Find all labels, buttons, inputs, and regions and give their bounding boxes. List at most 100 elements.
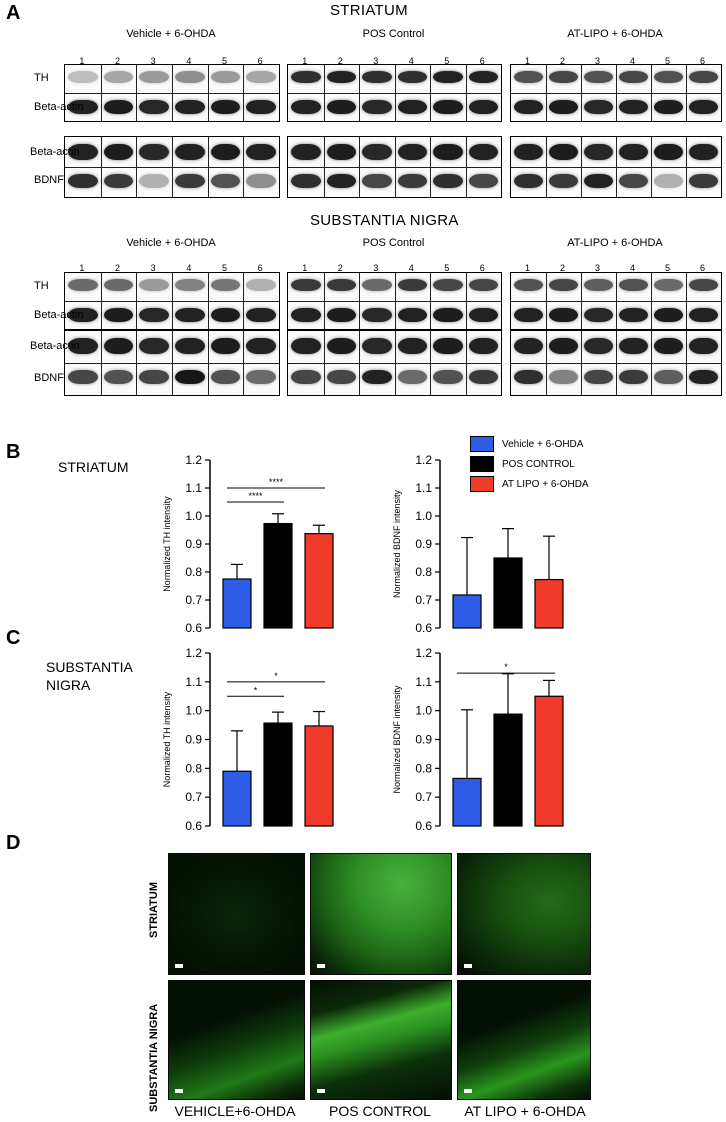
bar [534, 695, 564, 827]
chart-legend: Vehicle + 6-OHDA POS CONTROL AT LIPO + 6… [470, 434, 589, 494]
blot-band [210, 100, 241, 114]
scale-bar [175, 1089, 183, 1093]
blot-band [468, 144, 498, 160]
blot-band [514, 308, 543, 322]
row-divider [511, 301, 721, 302]
y-tick-label: 1.2 [185, 453, 202, 467]
lane-number: 4 [186, 56, 192, 66]
nigra-chart-title: SUBSTANTIA NIGRA [46, 658, 133, 694]
lane-number: 5 [221, 56, 227, 66]
blot-label-bdnf: BDNF [34, 372, 64, 384]
blot-label-th: TH [34, 72, 49, 84]
y-tick-label: 1.2 [415, 453, 432, 467]
blot-band [175, 174, 205, 188]
blot-band [103, 100, 134, 114]
y-axis-label: Normalized TH intensity [162, 691, 172, 787]
blot-band [103, 71, 134, 83]
blot-band [362, 338, 392, 354]
micro-condition-pos-control: POS CONTROL [329, 1103, 431, 1119]
y-tick-label: 0.7 [185, 593, 202, 607]
blot-band [103, 279, 134, 291]
blot-group-title: AT-LIPO + 6-OHDA [567, 237, 663, 249]
blot-band [362, 144, 392, 160]
bar [304, 725, 334, 827]
blot-betaactin-bdnf [287, 136, 502, 198]
blot-band [549, 100, 578, 114]
bar [222, 578, 252, 629]
blot-band [584, 100, 613, 114]
blot-band [619, 71, 648, 83]
blot-band [210, 279, 241, 291]
blot-band [175, 338, 205, 354]
y-tick-label: 0.6 [415, 819, 432, 833]
bar [452, 594, 482, 629]
lane-number: 6 [257, 56, 263, 66]
blot-band [291, 308, 321, 322]
blot-band [291, 370, 321, 384]
blot-band [326, 308, 356, 322]
blot-band [619, 370, 648, 384]
y-tick-label: 1.0 [185, 509, 202, 523]
row-divider [511, 363, 721, 364]
y-tick-label: 1.1 [415, 481, 432, 495]
blot-band [103, 308, 134, 322]
blot-band [397, 338, 427, 354]
lane-number: 1 [302, 56, 308, 66]
blot-band [433, 370, 463, 384]
lane-number: 4 [629, 56, 635, 66]
blot-band [514, 174, 543, 188]
lane-number: 1 [524, 263, 530, 273]
significance-label: **** [248, 491, 263, 501]
micro-row-label-nigra: SUBSTANTIA NIGRA [148, 1003, 160, 1112]
striatum-blot-title: STRIATUM [330, 2, 408, 19]
micro-striatum-vehicle [168, 853, 305, 975]
bar [263, 522, 293, 629]
blot-band [654, 71, 683, 83]
nigra-chart-title-line2: NIGRA [46, 677, 91, 693]
blot-band [689, 100, 718, 114]
blot-band [362, 174, 392, 188]
blot-band [584, 144, 613, 160]
micro-condition-vehicle: VEHICLE+6-OHDA [174, 1103, 296, 1119]
blot-band [689, 144, 718, 160]
blot-band [584, 174, 613, 188]
blot-band [619, 279, 648, 291]
y-tick-label: 1.1 [415, 675, 432, 689]
lane-number: 3 [373, 56, 379, 66]
micro-nigra-at-lipo [457, 980, 591, 1100]
blot-betaactin-bdnf [64, 136, 280, 198]
significance-label: * [274, 671, 278, 681]
lane-number: 3 [594, 263, 600, 273]
blot-band [433, 144, 463, 160]
bar [534, 578, 564, 629]
bar-chart-svg: 0.6 0.7 0.8 0.9 1.0 1.1 1.2 Normalized TH inten… [162, 453, 334, 635]
y-tick-label: 0.9 [185, 537, 202, 551]
lane-number: 3 [150, 263, 156, 273]
blot-band [210, 174, 241, 188]
blot-band [246, 370, 276, 384]
legend-item-vehicle: Vehicle + 6-OHDA [470, 434, 589, 454]
blot-band [549, 174, 578, 188]
lane-number: 2 [337, 56, 343, 66]
blot-band [468, 308, 498, 322]
blot-band [68, 370, 98, 384]
blot-band [326, 100, 356, 114]
blot-band [175, 370, 205, 384]
y-tick-label: 1.1 [185, 675, 202, 689]
blot-band [68, 144, 98, 160]
scale-bar [175, 964, 183, 968]
blot-betaactin-bdnf [510, 136, 722, 198]
legend-item-at-lipo: AT LIPO + 6-OHDA [470, 474, 589, 494]
blot-band [584, 338, 613, 354]
y-axis-label: Normalized BDNF intensity [392, 489, 402, 598]
blot-band [246, 279, 276, 291]
y-axis-label: Normalized TH intensity [162, 496, 172, 592]
blot-band [326, 279, 356, 291]
legend-label-at-lipo: AT LIPO + 6-OHDA [502, 478, 589, 490]
blot-band [549, 279, 578, 291]
lane-number: 4 [186, 263, 192, 273]
blot-group-title: Vehicle + 6-OHDA [126, 28, 216, 40]
row-divider [288, 167, 501, 168]
striatum-chart-title: STRIATUM [58, 459, 129, 475]
blot-band [468, 71, 498, 83]
